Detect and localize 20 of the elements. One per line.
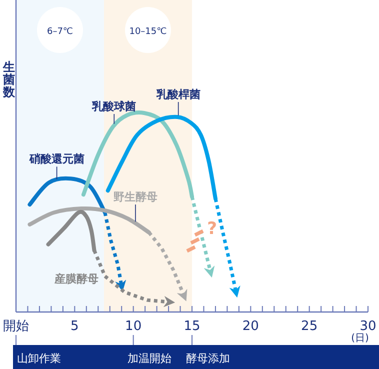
x-axis-title: (日) bbox=[351, 333, 369, 344]
label-series: 乳酸桿菌 bbox=[156, 88, 200, 101]
x-tick-label: 10 bbox=[125, 319, 142, 334]
x-tick-label: 開始 bbox=[3, 319, 29, 334]
x-tick-label: 30 bbox=[360, 319, 376, 334]
x-tick-label: 20 bbox=[242, 319, 259, 334]
band-label: 6–7℃ bbox=[46, 27, 74, 37]
annotation: ? bbox=[207, 219, 217, 239]
label-series: 硝酸還元菌 bbox=[29, 152, 84, 166]
x-tick-label: 15 bbox=[184, 319, 200, 334]
label-series: 野生酵母 bbox=[113, 190, 158, 204]
label-series: 産膜酵母 bbox=[54, 272, 99, 286]
x-tick-label: 5 bbox=[70, 319, 79, 334]
legend-label: 山卸作業 bbox=[17, 352, 61, 365]
band-label: 10–15℃ bbox=[129, 27, 167, 37]
y-axis-title: 生菌数 bbox=[2, 60, 16, 99]
ref-line-label: 加温開始 bbox=[127, 352, 172, 365]
ref-line-label: 酵母添加 bbox=[186, 352, 230, 365]
label-series: 乳酸球菌 bbox=[92, 100, 136, 113]
x-tick-label: 25 bbox=[301, 319, 318, 334]
